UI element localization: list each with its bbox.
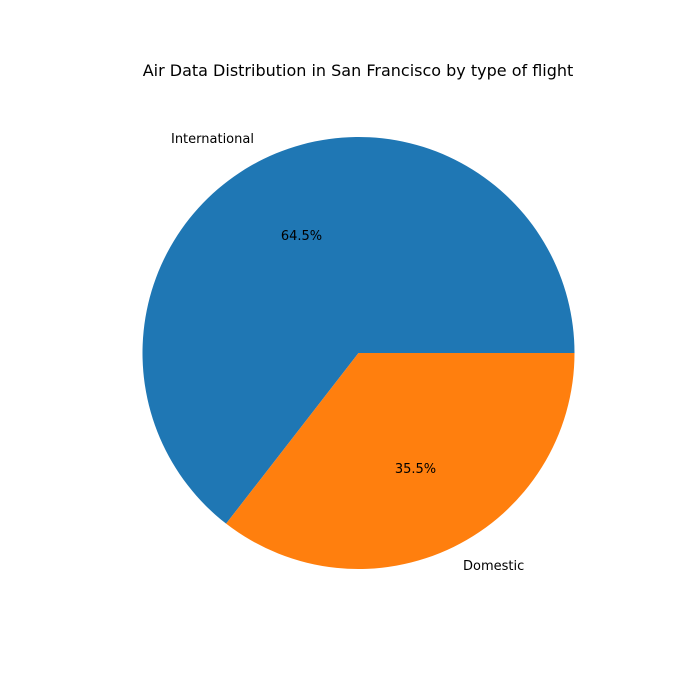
slice-percent-international: 64.5% <box>281 229 322 244</box>
slice-percent-domestic: 35.5% <box>395 462 436 477</box>
pie-slices <box>142 137 575 569</box>
pie-slice-international <box>142 137 575 524</box>
slice-label-international: International <box>171 132 254 147</box>
pie-labels: International 64.5% Domestic 35.5% <box>171 132 524 574</box>
slice-label-domestic: Domestic <box>463 559 524 574</box>
chart-title: Air Data Distribution in San Francisco b… <box>143 61 574 80</box>
pie-slice-domestic <box>226 353 575 569</box>
